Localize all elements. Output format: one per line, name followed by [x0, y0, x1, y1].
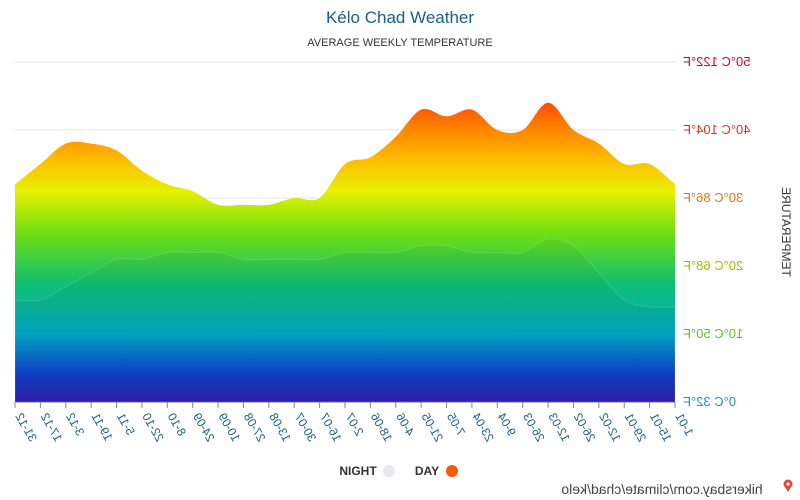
- x-tick-label: 21-05: [418, 410, 446, 444]
- series-night-area[interactable]: [14, 238, 676, 403]
- map-pin-icon: [783, 479, 793, 492]
- x-tick-label: 2-07: [342, 410, 366, 438]
- x-tick-label: 29-01: [621, 410, 649, 444]
- legend-night-marker[interactable]: [383, 465, 395, 477]
- x-tick-label: 22-10: [139, 410, 167, 444]
- x-tick-label: 7-05: [444, 410, 468, 438]
- legend-day-marker[interactable]: [446, 465, 458, 477]
- chart-subtitle: AVERAGE WEEKLY TEMPERATURE: [307, 37, 492, 49]
- y-tick-label: 40°C 104°F: [683, 122, 751, 137]
- x-tick-label: 3-12: [63, 410, 87, 438]
- x-tick-label: 13-08: [266, 410, 294, 444]
- x-tick-label: 15-01: [647, 410, 675, 444]
- x-tick-label: 8-10: [165, 410, 189, 438]
- legend[interactable]: NIGHT DAY: [339, 464, 458, 478]
- x-tick-label: 23-04: [469, 410, 497, 444]
- x-tick-label: 26-03: [520, 410, 548, 444]
- legend-night-label[interactable]: NIGHT: [339, 464, 377, 478]
- x-tick-label: 24-09: [190, 410, 218, 444]
- y-axis-title: TEMPERATURE: [779, 187, 793, 277]
- x-tick-label: 31-12: [12, 410, 40, 444]
- x-tick-label: 1-01: [672, 410, 696, 438]
- y-tick-label: 50°C 122°F: [683, 54, 751, 69]
- series-night-shade: [15, 238, 675, 402]
- x-tick-label: 12-02: [596, 410, 624, 444]
- y-tick-label: 10°C 50°F: [683, 326, 743, 341]
- x-tick-label: 4-06: [393, 410, 417, 438]
- y-tick-label: 30°C 86°F: [683, 190, 743, 205]
- x-tick-label: 12-03: [545, 410, 573, 444]
- chart-title: Kélo Chad Weather: [326, 8, 474, 27]
- x-tick-label: 10-09: [215, 410, 243, 444]
- y-tick-label: 0°C 32°F: [683, 394, 736, 409]
- x-tick-label: 26-02: [571, 410, 599, 444]
- x-tick-label: 16-07: [317, 410, 345, 444]
- legend-day-label[interactable]: DAY: [415, 464, 439, 478]
- x-tick-label: 5-11: [114, 410, 138, 437]
- y-tick-label: 20°C 68°F: [683, 258, 743, 273]
- x-tick-label: 30-07: [291, 410, 319, 444]
- x-tick-label: 9-04: [495, 410, 519, 438]
- x-tick-label: 18-06: [368, 410, 396, 444]
- x-tick-label: 19-11: [88, 410, 115, 443]
- source-link[interactable]: hikersbay.com/climate/chad/kelo: [561, 481, 762, 497]
- x-tick-label: 27-08: [241, 410, 269, 444]
- source-credit[interactable]: hikersbay.com/climate/chad/kelo: [561, 479, 793, 498]
- x-tick-label: 17-12: [38, 410, 66, 444]
